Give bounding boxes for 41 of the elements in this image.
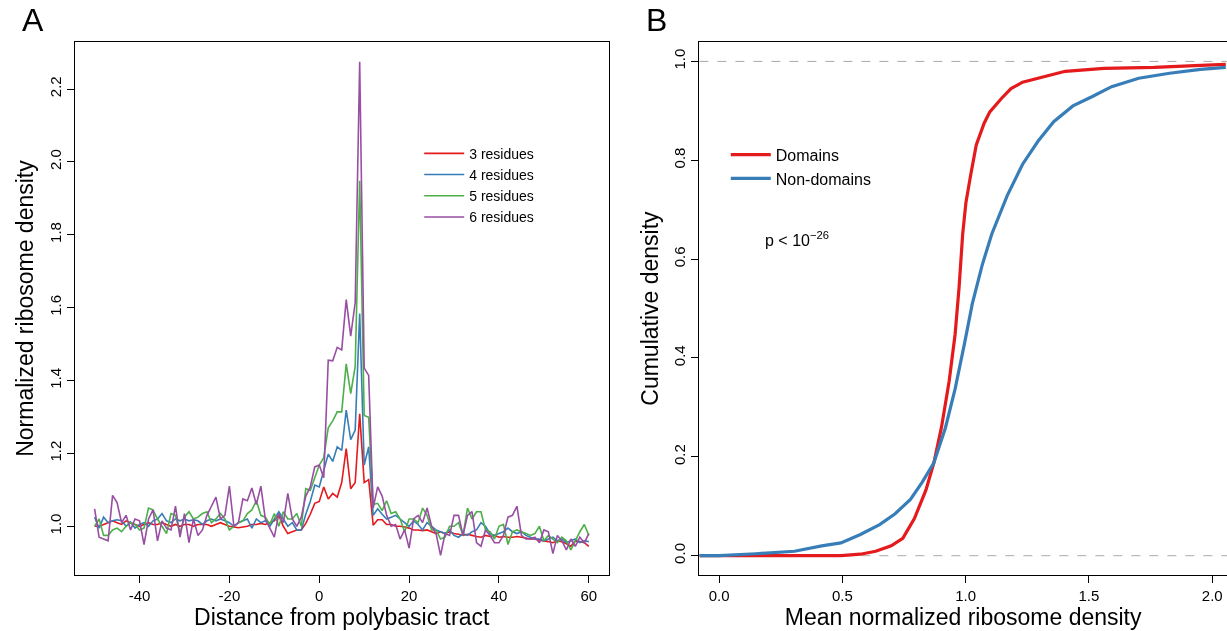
x-tick-label: 0.0 xyxy=(708,587,730,605)
chart-title: B xyxy=(646,2,668,38)
y-tick-label: 0.0 xyxy=(671,543,689,564)
y-tick-label: 0.4 xyxy=(671,345,689,367)
y-tick-label: 1.0 xyxy=(46,513,64,535)
line-series xyxy=(93,60,590,557)
y-tick-label: 1.8 xyxy=(46,222,64,243)
legend-label: 6 residues xyxy=(469,209,534,226)
chart-title: A xyxy=(22,2,44,38)
x-tick-label: 0 xyxy=(315,587,324,605)
y-tick-label: 0.6 xyxy=(671,246,689,268)
x-axis-title: Distance from polybasic tract xyxy=(194,604,490,631)
legend-label: 5 residues xyxy=(469,188,534,205)
legend-label: 3 residues xyxy=(469,145,534,162)
y-axis-title: Normalized ribosome density xyxy=(12,159,39,457)
annotation: p < 10$^{−26}$ xyxy=(765,229,829,249)
x-tick-label: 1.5 xyxy=(1078,587,1100,605)
y-tick-label: 1.4 xyxy=(46,367,64,389)
y-tick-label: 0.8 xyxy=(671,147,689,169)
y-tick-label: 2.0 xyxy=(46,149,64,171)
x-tick-label: 40 xyxy=(490,587,508,605)
x-tick-label: -40 xyxy=(128,587,151,605)
line-series xyxy=(93,180,590,551)
x-axis-title: Mean normalized ribosome density xyxy=(784,604,1143,631)
legend-label: Non-domains xyxy=(775,170,871,188)
x-tick-label: 20 xyxy=(400,587,418,605)
x-tick-label: -20 xyxy=(218,587,241,605)
line-series xyxy=(93,312,590,544)
legend-label: Domains xyxy=(775,146,839,164)
x-tick-label: 1.0 xyxy=(955,587,977,605)
y-tick-label: 1.6 xyxy=(46,294,64,316)
y-tick-label: 1.2 xyxy=(46,440,64,462)
x-tick-label: 0.5 xyxy=(831,587,853,605)
y-tick-label: 1.0 xyxy=(671,48,689,70)
y-tick-label: 2.2 xyxy=(46,76,64,98)
line-series xyxy=(93,412,590,548)
x-tick-label: 2.0 xyxy=(1201,587,1223,605)
y-tick-label: 0.2 xyxy=(671,444,689,466)
legend-label: 4 residues xyxy=(469,166,534,183)
y-axis-title: Cumulative density xyxy=(636,210,663,406)
x-tick-label: 60 xyxy=(580,587,598,605)
